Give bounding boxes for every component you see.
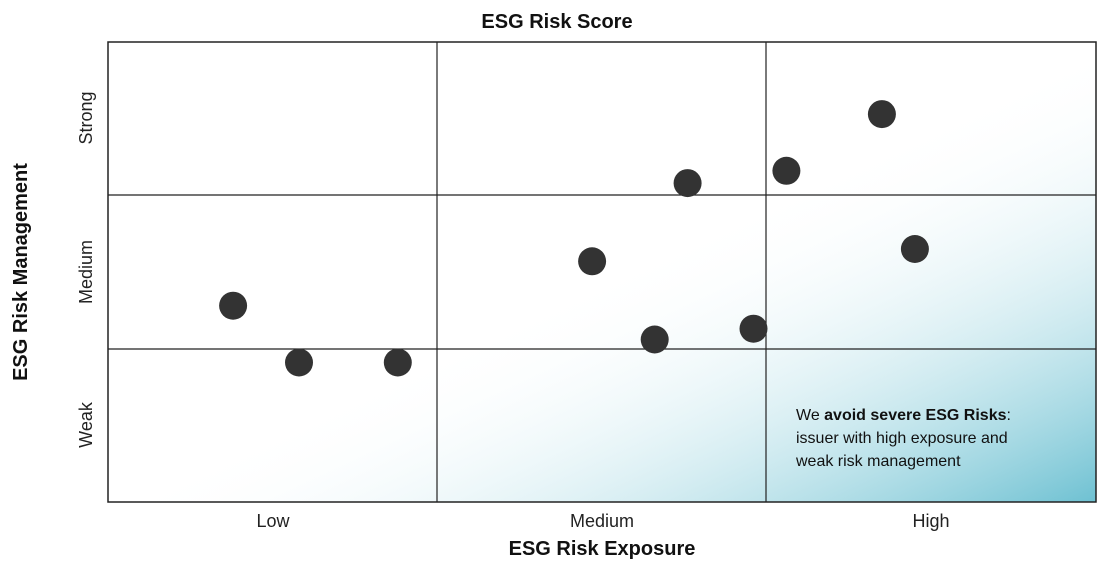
data-point-5 — [640, 325, 669, 354]
x-tick-low: Low — [256, 511, 290, 531]
y-tick-weak: Weak — [76, 401, 96, 448]
y-tick-strong: Strong — [76, 91, 96, 144]
data-point-2 — [285, 348, 313, 377]
data-point-6 — [673, 169, 702, 198]
y-axis-label: ESG Risk Management — [10, 163, 32, 381]
y-tick-medium: Medium — [76, 240, 96, 304]
data-point-1 — [219, 291, 248, 320]
data-point-3 — [383, 348, 412, 377]
x-tick-high: High — [912, 511, 949, 531]
data-points — [219, 100, 929, 377]
annotation-prefix: We — [796, 407, 824, 424]
data-point-4 — [578, 247, 607, 276]
annotation-suffix: : — [1006, 407, 1010, 424]
grid-lines — [108, 42, 1096, 502]
chart-title: ESG Risk Score — [481, 11, 632, 33]
annotation-bold: avoid severe ESG Risks — [824, 407, 1006, 424]
risk-gradient — [108, 42, 1096, 502]
data-point-10 — [900, 235, 929, 263]
annotation-line-3: weak risk management — [795, 453, 961, 470]
x-tick-medium: Medium — [570, 511, 634, 531]
plot-frame — [107, 41, 1097, 503]
x-axis-label: ESG Risk Exposure — [509, 538, 696, 560]
annotation-line-1: We avoid severe ESG Risks: — [796, 407, 1011, 424]
annotation-line-2: issuer with high exposure and — [796, 430, 1008, 447]
data-point-7 — [739, 314, 768, 343]
data-point-9 — [867, 100, 896, 129]
data-point-8 — [772, 156, 801, 185]
